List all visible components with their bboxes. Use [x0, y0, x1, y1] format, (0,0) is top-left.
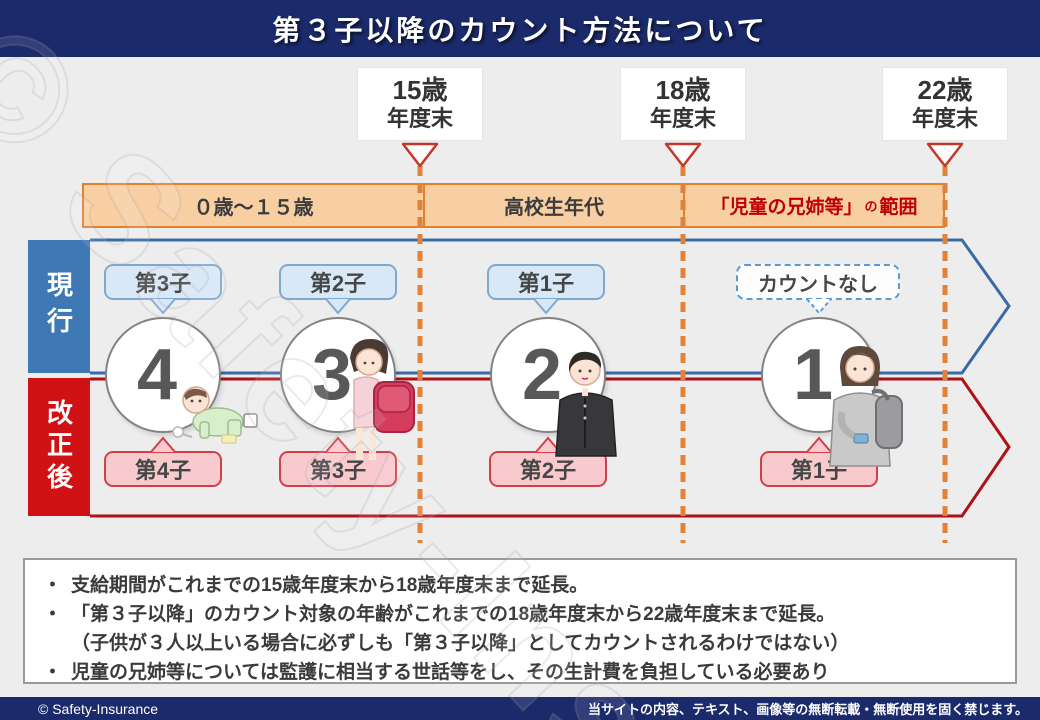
- period-highschool: 高校生年代: [423, 185, 683, 226]
- down-triangle-icon: [926, 142, 964, 168]
- down-triangle-icon: [401, 142, 439, 168]
- young-adult-illustration: [829, 346, 903, 467]
- note-item: ・ 児童の兄姉等については監護に相当する世話等をし、その生計費を負担している必要…: [43, 658, 997, 687]
- note-subtext: （子供が３人以上いる場合に必ずしも「第３子以降」としてカウントされるわけではない…: [71, 633, 850, 654]
- bubble-tail-down: [150, 298, 176, 315]
- age-marker-22: 22歳 年度末: [883, 68, 1007, 140]
- period-0-15: ０歳～１５歳: [84, 185, 423, 226]
- bubble-label: 第2子: [309, 271, 367, 296]
- note-text: 児童の兄姉等については監護に相当する世話等をし、その生計費を負担している必要あり: [71, 662, 830, 683]
- count-number: 1: [792, 335, 834, 415]
- note-item: ・ 支給期間がこれまでの15歳年度末から18歳年度末まで延長。: [43, 571, 997, 600]
- row-label-text: 現行: [43, 270, 74, 343]
- age-marker-suffix: 年度末: [649, 106, 716, 131]
- footer-bar: © Safety-Insurance 当サイトの内容、テキスト、画像等の無断転載…: [0, 697, 1040, 720]
- bubble-label: 第1子: [517, 271, 575, 296]
- baby-illustration: [172, 386, 258, 444]
- note-text: 支給期間がこれまでの15歳年度末から18歳年度末まで延長。: [71, 575, 589, 596]
- bubble-tail-down: [533, 298, 559, 315]
- bubble-label: 第4子: [134, 458, 192, 483]
- bubble-tail-down: [806, 298, 832, 315]
- age-marker-18: 18歳 年度末: [621, 68, 745, 140]
- page-title: 第３子以降のカウント方法について: [272, 14, 768, 46]
- period-label-range: 範囲: [879, 197, 918, 218]
- age-marker-age: 15歳: [392, 75, 448, 105]
- schoolgirl-illustration: [350, 338, 415, 460]
- period-label: ０歳～１５歳: [193, 197, 314, 219]
- age-marker-suffix: 年度末: [386, 106, 453, 131]
- current-count-bubble: 第3子: [104, 264, 222, 300]
- bullet-icon: ・: [43, 604, 63, 625]
- age-marker-suffix: 年度末: [911, 106, 978, 131]
- current-count-bubble: 第1子: [487, 264, 605, 300]
- age-period-banner: ０歳～１５歳 高校生年代 「児童の兄姉等」の範囲: [82, 183, 945, 228]
- bullet-icon: ・: [43, 662, 63, 683]
- bubble-label: カウントなし: [758, 273, 878, 296]
- current-count-bubble: 第2子: [279, 264, 397, 300]
- note-text: 「第３子以降」のカウント対象の年齢がこれまでの18歳年度末から22歳年度末まで延…: [71, 604, 836, 625]
- age-marker-15: 15歳 年度末: [358, 68, 482, 140]
- row-label-revised: 改正後: [28, 378, 90, 516]
- down-triangle-icon: [664, 142, 702, 168]
- notes-box: ・ 支給期間がこれまでの15歳年度末から18歳年度末まで延長。 ・ 「第３子以降…: [23, 558, 1017, 684]
- bullet-icon: ・: [43, 575, 63, 596]
- no-count-bubble: カウントなし: [736, 264, 900, 300]
- footer-notice: 当サイトの内容、テキスト、画像等の無断転載・無断使用を固く禁じます。: [587, 702, 1028, 717]
- footer-copyright: © Safety-Insurance: [38, 700, 159, 717]
- period-label-particle: の: [864, 199, 878, 214]
- row-label-text: 改正後: [43, 399, 74, 495]
- note-item: ・ 「第３子以降」のカウント対象の年齢がこれまでの18歳年度末から22歳年度末ま…: [43, 600, 997, 629]
- period-sibling-range: 「児童の兄姉等」の範囲: [683, 185, 943, 226]
- bubble-label: 第3子: [134, 271, 192, 296]
- row-label-current: 現行: [28, 240, 90, 373]
- revised-count-bubble: 第4子: [104, 451, 222, 487]
- student-boy-illustration: [555, 351, 617, 457]
- header-bar: 第３子以降のカウント方法について: [0, 0, 1040, 57]
- period-label-main: 「児童の兄姉等」: [710, 197, 863, 218]
- age-marker-age: 22歳: [917, 75, 973, 105]
- period-label: 高校生年代: [504, 197, 604, 219]
- bubble-tail-down: [325, 298, 351, 315]
- age-marker-age: 18歳: [655, 75, 711, 105]
